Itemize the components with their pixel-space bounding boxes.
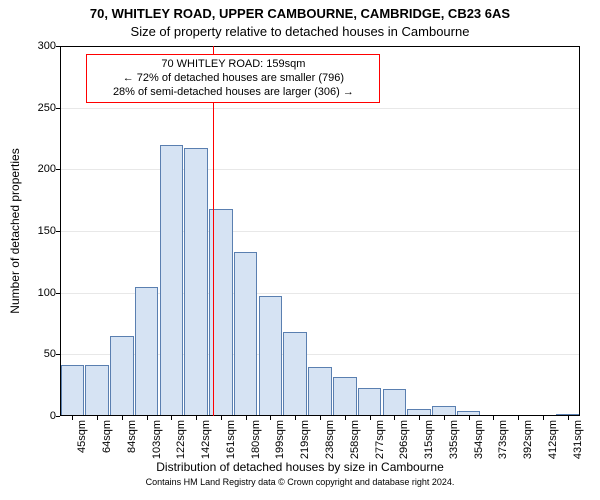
x-tick-label: 373sqm	[497, 420, 509, 480]
x-tick-label: 335sqm	[448, 420, 460, 480]
x-tick-label: 392sqm	[522, 420, 534, 480]
x-tick-label: 219sqm	[299, 420, 311, 480]
x-tick-mark	[122, 416, 123, 420]
x-tick-label: 315sqm	[423, 420, 435, 480]
x-tick-label: 161sqm	[225, 420, 237, 480]
x-tick-mark	[246, 416, 247, 420]
x-tick-label: 354sqm	[473, 420, 485, 480]
x-tick-mark	[221, 416, 222, 420]
x-tick-mark	[469, 416, 470, 420]
x-tick-mark	[320, 416, 321, 420]
y-tick-label: 250	[16, 102, 56, 114]
annotation-line: 70 WHITLEY ROAD: 159sqm	[93, 58, 373, 72]
x-tick-label: 412sqm	[547, 420, 559, 480]
y-tick-label: 100	[16, 287, 56, 299]
plot-area: 70 WHITLEY ROAD: 159sqm← 72% of detached…	[60, 46, 580, 416]
y-tick-label: 150	[16, 225, 56, 237]
x-tick-label: 199sqm	[274, 420, 286, 480]
x-tick-label: 142sqm	[200, 420, 212, 480]
x-tick-mark	[568, 416, 569, 420]
chart-title-line2: Size of property relative to detached ho…	[0, 24, 600, 39]
x-tick-label: 296sqm	[398, 420, 410, 480]
x-tick-mark	[543, 416, 544, 420]
x-tick-mark	[171, 416, 172, 420]
chart-title-line1: 70, WHITLEY ROAD, UPPER CAMBOURNE, CAMBR…	[0, 6, 600, 21]
x-tick-mark	[97, 416, 98, 420]
x-tick-mark	[394, 416, 395, 420]
x-tick-mark	[518, 416, 519, 420]
x-tick-mark	[493, 416, 494, 420]
y-tick-label: 0	[16, 410, 56, 422]
x-tick-label: 103sqm	[151, 420, 163, 480]
x-tick-mark	[72, 416, 73, 420]
x-tick-mark	[370, 416, 371, 420]
x-tick-mark	[196, 416, 197, 420]
x-tick-mark	[444, 416, 445, 420]
x-tick-mark	[147, 416, 148, 420]
annotation-box: 70 WHITLEY ROAD: 159sqm← 72% of detached…	[86, 54, 380, 103]
y-tick-label: 50	[16, 348, 56, 360]
x-tick-mark	[270, 416, 271, 420]
x-tick-mark	[295, 416, 296, 420]
y-tick-label: 300	[16, 40, 56, 52]
chart-container: 70, WHITLEY ROAD, UPPER CAMBOURNE, CAMBR…	[0, 0, 600, 500]
x-tick-label: 84sqm	[126, 420, 138, 480]
x-tick-label: 122sqm	[175, 420, 187, 480]
annotation-line: 28% of semi-detached houses are larger (…	[93, 86, 373, 100]
x-tick-label: 277sqm	[374, 420, 386, 480]
annotation-line: ← 72% of detached houses are smaller (79…	[93, 72, 373, 86]
x-tick-label: 238sqm	[324, 420, 336, 480]
x-tick-mark	[419, 416, 420, 420]
y-tick-mark	[56, 416, 60, 417]
x-tick-label: 64sqm	[101, 420, 113, 480]
y-tick-label: 200	[16, 163, 56, 175]
x-tick-label: 258sqm	[349, 420, 361, 480]
x-tick-label: 431sqm	[572, 420, 584, 480]
x-tick-label: 180sqm	[250, 420, 262, 480]
x-tick-mark	[345, 416, 346, 420]
x-tick-label: 45sqm	[76, 420, 88, 480]
